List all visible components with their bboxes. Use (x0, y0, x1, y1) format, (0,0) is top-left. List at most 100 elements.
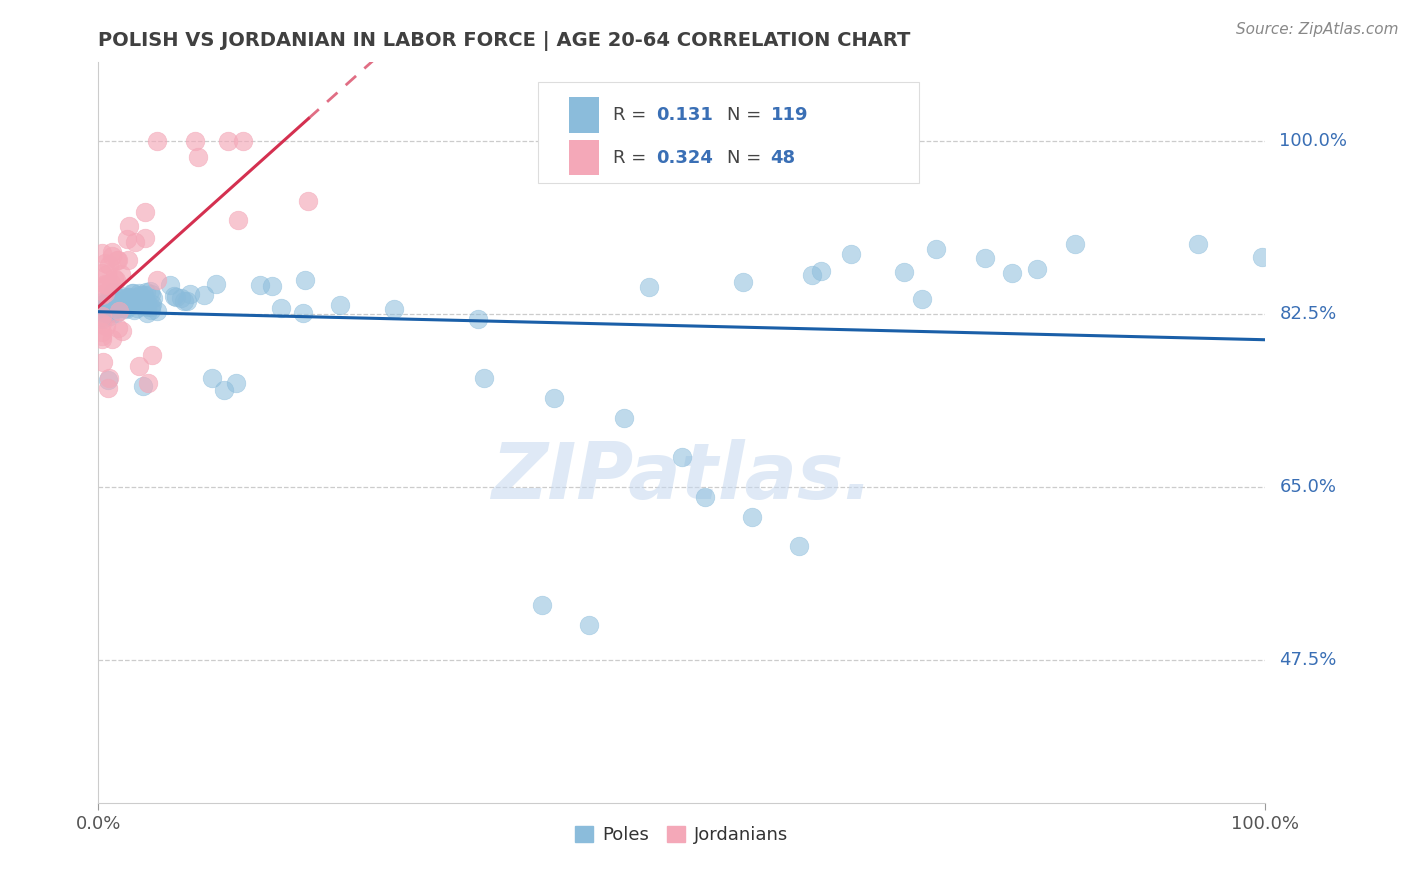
Point (260, 279, 283, 293)
Bar (568, 97, 599, 133)
Point (146, 272, 169, 286)
Point (117, 290, 139, 304)
Point (1001, 266, 1024, 280)
Point (183, 135, 205, 149)
Point (124, 235, 146, 249)
Point (91, 298, 114, 312)
Point (787, 539, 810, 553)
Point (100, 277, 122, 291)
Text: 47.5%: 47.5% (1279, 650, 1337, 669)
Point (90, 329, 112, 343)
Point (893, 265, 915, 279)
Point (142, 291, 165, 305)
Point (382, 301, 405, 316)
Point (232, 135, 254, 149)
Point (94, 295, 117, 310)
Point (578, 618, 600, 632)
Point (101, 292, 124, 306)
Point (671, 450, 693, 465)
Point (110, 291, 132, 305)
Point (136, 296, 159, 310)
Point (94, 278, 117, 293)
Point (974, 251, 997, 265)
Point (103, 271, 125, 285)
Point (96, 318, 118, 333)
Point (110, 289, 132, 303)
Point (97, 258, 120, 272)
Point (127, 293, 149, 307)
Point (94, 277, 117, 292)
Point (104, 273, 127, 287)
Point (121, 286, 143, 301)
Point (103, 298, 125, 312)
Point (146, 135, 169, 149)
Point (810, 264, 832, 278)
Point (110, 301, 132, 316)
Point (97, 298, 120, 312)
Text: N =: N = (727, 149, 768, 167)
Point (111, 295, 134, 310)
Point (107, 321, 129, 335)
Bar (568, 140, 599, 176)
Point (925, 242, 948, 256)
Point (124, 302, 146, 317)
Point (217, 135, 239, 149)
Point (101, 244, 124, 259)
Point (96, 303, 118, 318)
Point (96, 296, 118, 310)
Point (146, 304, 169, 318)
Point (103, 297, 125, 311)
Point (132, 288, 155, 302)
Point (169, 292, 191, 306)
Text: R =: R = (613, 149, 652, 167)
Point (291, 306, 314, 320)
Legend: Poles, Jordanians: Poles, Jordanians (569, 821, 794, 849)
Point (1064, 237, 1087, 252)
Point (90, 309, 112, 323)
Point (118, 290, 141, 304)
Text: 48: 48 (770, 149, 796, 167)
Point (101, 285, 124, 299)
Point (201, 371, 224, 385)
Point (695, 490, 717, 504)
Point (93, 305, 115, 319)
Point (294, 273, 316, 287)
Point (90, 316, 112, 330)
Point (128, 298, 150, 312)
Point (90, 325, 112, 339)
Point (741, 509, 763, 524)
Point (110, 301, 132, 316)
Point (103, 288, 125, 302)
Point (103, 300, 125, 314)
Point (90, 288, 112, 302)
Text: R =: R = (613, 106, 652, 124)
Point (467, 312, 489, 326)
Point (100, 249, 122, 263)
Point (125, 301, 148, 315)
Point (103, 298, 125, 312)
Point (107, 304, 129, 318)
Point (114, 301, 136, 316)
Point (91, 294, 114, 309)
Text: 0.324: 0.324 (657, 149, 713, 167)
Point (1025, 261, 1047, 276)
Text: Source: ZipAtlas.com: Source: ZipAtlas.com (1236, 22, 1399, 37)
Point (136, 376, 159, 390)
Point (127, 296, 149, 310)
Point (96, 301, 118, 315)
Point (839, 247, 862, 261)
Text: 82.5%: 82.5% (1279, 305, 1337, 323)
Point (249, 278, 271, 293)
Point (1187, 237, 1209, 252)
Point (530, 599, 553, 613)
Point (107, 294, 129, 309)
Point (141, 348, 163, 362)
Point (159, 277, 181, 292)
Point (115, 301, 138, 316)
Point (141, 296, 163, 310)
Point (297, 194, 319, 208)
Point (96, 267, 118, 281)
Point (90, 311, 112, 326)
Point (104, 306, 127, 320)
Point (98, 292, 121, 306)
